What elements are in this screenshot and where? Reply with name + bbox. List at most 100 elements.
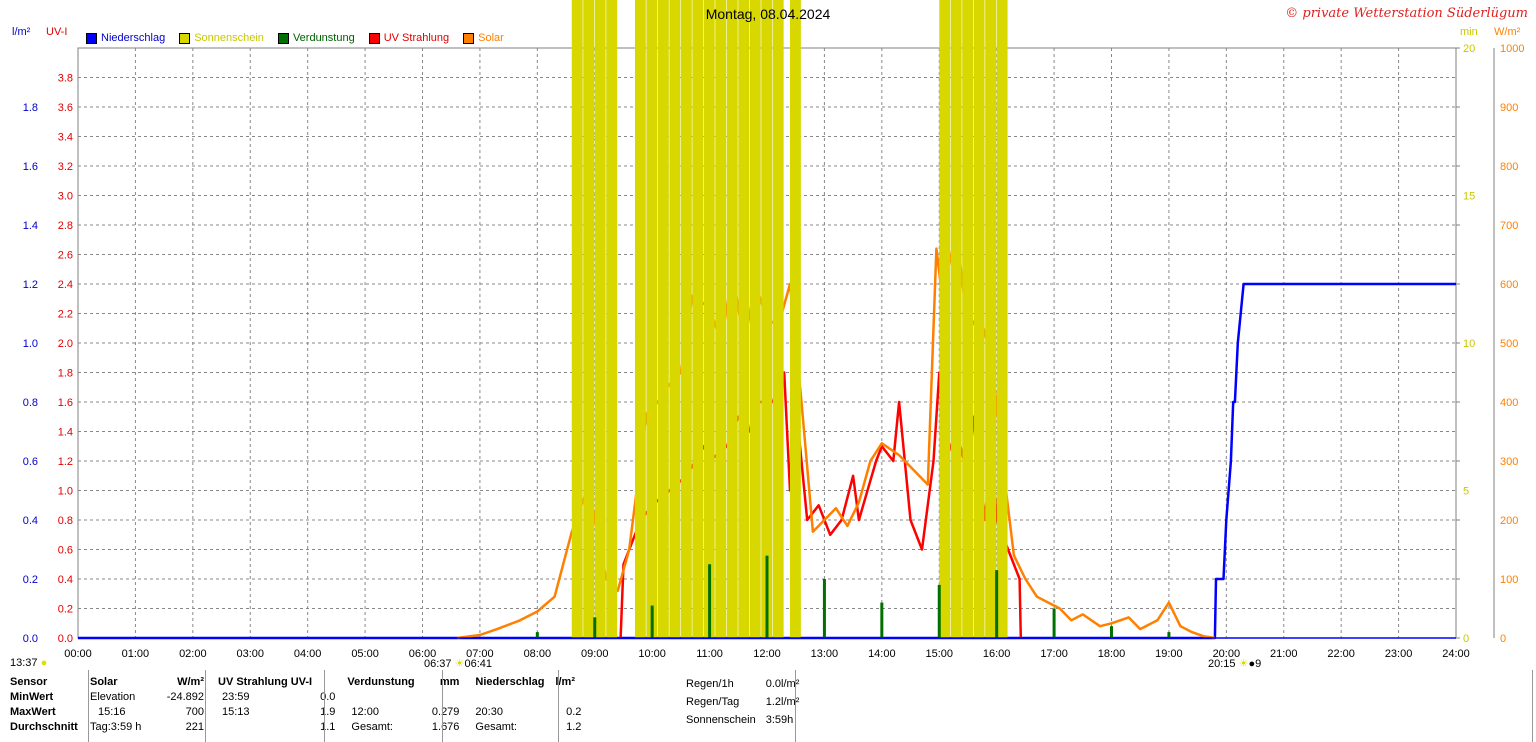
sonnenschein-bar: [738, 0, 750, 638]
uv-tick-label: 3.6: [58, 102, 73, 114]
stats-header: Solar: [90, 675, 118, 688]
verdunstung-bar: [593, 617, 597, 638]
niederschlag-tick-label: 1.8: [23, 102, 38, 114]
chart-title: Montag, 08.04.2024: [705, 6, 831, 22]
x-tick-label: 06:00: [409, 648, 437, 660]
verdunstung-bar: [1052, 608, 1056, 638]
stats-cell: [463, 689, 551, 704]
stats-separator: [1532, 670, 1533, 742]
stats-cell: 221: [185, 720, 204, 733]
uv-tick-label: 2.8: [58, 220, 73, 232]
solar-tick-label: 600: [1500, 279, 1518, 291]
uv-tick-label: 1.0: [58, 486, 73, 498]
stats-cell: 700: [185, 705, 204, 718]
uv-tick-label: 2.4: [58, 279, 73, 291]
solar-tick-label: 0: [1500, 633, 1506, 645]
solar-tick-label: 800: [1500, 161, 1518, 173]
legend-item: Solar: [463, 32, 504, 44]
x-tick-label: 21:00: [1270, 648, 1298, 660]
solar-tick-label: 1000: [1500, 43, 1524, 55]
sonnenschein-bar: [996, 0, 1008, 638]
summary-stats: Regen/1h 0.0l/m² Regen/Tag 1.2l/m² Sonnens…: [680, 674, 805, 730]
stats-header: Sensor: [10, 675, 48, 688]
sonnenschein-bar: [703, 0, 715, 638]
uv-tick-label: 1.2: [58, 456, 73, 468]
solar-tick-label: 900: [1500, 102, 1518, 114]
solar-tick-label: 500: [1500, 338, 1518, 350]
stats-header: l/m²: [555, 675, 575, 688]
sonnenschein-bar: [669, 0, 681, 638]
stats-header: Niederschlag: [475, 675, 545, 688]
stats-cell: 0.279: [431, 705, 460, 718]
axis-header-solar: W/m²: [1494, 26, 1521, 38]
x-tick-label: 04:00: [294, 648, 322, 660]
uv-tick-label: 0.4: [58, 574, 73, 586]
niederschlag-tick-label: 0.2: [23, 574, 38, 586]
sonnenschein-tick-label: 20: [1463, 43, 1475, 55]
x-tick-label: 19:00: [1155, 648, 1183, 660]
summary-value: 1.2l/m²: [765, 696, 800, 708]
uv-tick-label: 2.2: [58, 309, 73, 321]
legend-label: Solar: [478, 32, 504, 44]
summary-row: Regen/1h 0.0l/m²: [682, 676, 803, 692]
stats-separator: [324, 670, 325, 742]
stats-cell: MaxWert: [10, 705, 56, 718]
x-tick-label: 22:00: [1327, 648, 1355, 660]
x-tick-label: 15:00: [925, 648, 953, 660]
sonnenschein-bar: [939, 0, 951, 638]
sonnenschein-bar: [761, 0, 773, 638]
uv-tick-label: 1.8: [58, 368, 73, 380]
sonnenschein-bar: [789, 0, 801, 638]
x-tick-label: 10:00: [638, 648, 666, 660]
sonnenschein-bar: [985, 0, 997, 638]
uv-tick-label: 0.8: [58, 515, 73, 527]
solar-line: [456, 229, 1216, 640]
verdunstung-bar: [822, 579, 826, 638]
legend-swatch: [86, 32, 97, 44]
stats-header: Verdunstung: [347, 675, 415, 688]
stats-header: mm: [439, 675, 460, 688]
sonnenschein-tick-label: 0: [1463, 633, 1469, 645]
sonnenschein-bar: [571, 0, 583, 638]
stats-cell: [425, 689, 463, 704]
stats-cell: 1.1: [320, 720, 336, 733]
stats-cell: [208, 719, 316, 734]
sonnenschein-bar: [715, 0, 727, 638]
verdunstung-bar: [708, 564, 712, 638]
x-tick-label: 00:00: [64, 648, 92, 660]
stats-separator: [558, 670, 559, 742]
summary-label: Regen/1h: [686, 678, 734, 690]
x-tick-label: 01:00: [122, 648, 150, 660]
legend-swatch: [179, 32, 191, 44]
sonnenschein-bar: [772, 0, 784, 638]
sonnenschein-bar: [594, 0, 606, 638]
x-tick-label: 09:00: [581, 648, 609, 660]
sonnenschein-bar: [634, 0, 646, 638]
verdunstung-bar: [535, 632, 539, 638]
stats-header-row: Sensor Solar W/m² UV Strahlung UV-I Verd…: [6, 674, 585, 689]
summary-row: Sonnenschein 3:59h: [682, 712, 803, 728]
niederschlag-tick-label: 1.0: [23, 338, 38, 350]
sonnenschein-tick-label: 5: [1463, 486, 1469, 498]
stats-cell: [339, 689, 425, 704]
verdunstung-bar: [995, 570, 999, 638]
sonnenschein-bar: [606, 0, 618, 638]
stats-row-min: MinWert Elevation -24.892 23:59 0.0: [6, 689, 585, 704]
verdunstung-bar: [765, 555, 769, 638]
current-time: 13:37 ●: [10, 657, 48, 669]
niederschlag-tick-label: 0.4: [23, 515, 38, 527]
solar-tick-label: 400: [1500, 397, 1518, 409]
stats-cell: -24.892: [166, 690, 204, 703]
x-tick-label: 23:00: [1385, 648, 1413, 660]
x-tick-label: 16:00: [983, 648, 1011, 660]
chart-canvas: 00:00 01:00 02:00 03:00 04:00 05:00 06:00 07:00…: [23, 0, 1524, 660]
stats-cell: 0.2: [566, 705, 582, 718]
stats-table: Sensor Solar W/m² UV Strahlung UV-I Verd…: [6, 674, 585, 734]
legend-swatch: [277, 32, 289, 44]
stats-cell: MinWert: [10, 690, 54, 703]
solar-tick-label: 700: [1500, 220, 1518, 232]
x-tick-label: 13:00: [811, 648, 839, 660]
legend-item: Niederschlag: [86, 32, 165, 44]
uv-tick-label: 3.4: [58, 132, 73, 144]
x-tick-label: 18:00: [1098, 648, 1126, 660]
